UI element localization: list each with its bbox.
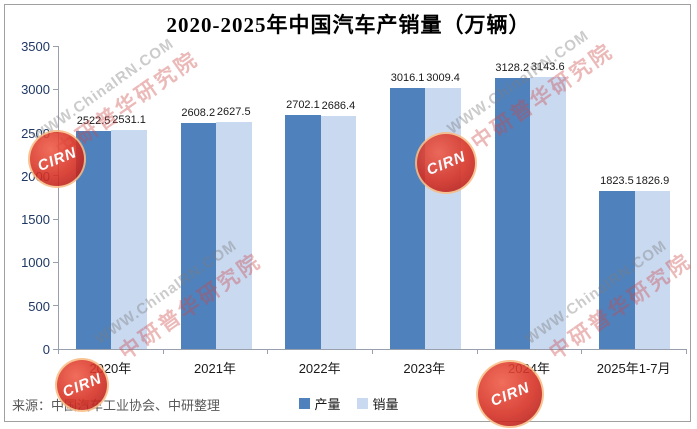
- bar-sales-3: [425, 88, 461, 349]
- legend-swatch-sales: [356, 398, 368, 409]
- y-axis-tick: [53, 218, 58, 220]
- value-label-sales-0: 2531.1: [112, 113, 146, 126]
- source-note: 来源：中国汽车工业协会、中研整理: [12, 398, 221, 413]
- y-axis-label: 2500: [21, 125, 50, 141]
- value-label-production-5: 1823.5: [600, 175, 634, 188]
- bar-production-2: [285, 115, 321, 349]
- bar-production-1: [180, 123, 216, 349]
- bar-production-4: [494, 78, 530, 349]
- x-axis-label: 2025年1-7月: [596, 361, 671, 376]
- y-axis-label: 0: [42, 342, 50, 357]
- value-label-production-3: 3016.1: [390, 71, 425, 84]
- legend-item-sales: 销量: [356, 394, 399, 413]
- x-axis-label: 2022年: [298, 361, 341, 376]
- x-axis-label: 2024年: [508, 361, 550, 376]
- plot-area: 2522.5 2531.1 2608.2 2627.5 2702.1 2686.4 3016…: [58, 46, 687, 350]
- x-axis-tick: [686, 350, 687, 354]
- x-axis-tick: [372, 350, 373, 354]
- bar-production-5: [599, 191, 635, 349]
- y-axis-tick: [53, 348, 58, 350]
- value-label-production-0: 2522.5: [76, 114, 111, 127]
- x-axis-label: 2020年: [89, 361, 132, 376]
- y-axis-tick: [53, 45, 58, 47]
- legend-item-production: 产量: [298, 394, 341, 413]
- y-axis-label: 1500: [21, 212, 50, 228]
- y-axis-tick: [53, 88, 58, 90]
- x-axis-label: 2021年: [194, 361, 236, 376]
- chart-title: 2020-2025年中国汽车产销量（万辆）: [166, 13, 531, 37]
- legend-swatch-production: [298, 398, 310, 409]
- x-axis-tick: [267, 350, 269, 354]
- y-axis-tick: [53, 261, 58, 263]
- bar-production-0: [75, 130, 112, 349]
- bar-sales-5: [634, 190, 671, 349]
- y-axis-tick: [53, 305, 58, 307]
- bar-sales-4: [530, 76, 566, 349]
- value-label-production-1: 2608.2: [181, 107, 216, 120]
- value-label-sales-3: 3009.4: [426, 72, 460, 85]
- bar-sales-1: [216, 121, 252, 349]
- legend: 产量 销量: [298, 394, 399, 413]
- x-axis-tick: [581, 350, 583, 354]
- value-label-production-2: 2702.1: [286, 99, 320, 112]
- x-axis-tick: [162, 350, 164, 354]
- legend-label-production: 产量: [314, 397, 341, 412]
- y-axis-label: 2000: [21, 168, 50, 184]
- x-axis-tick: [476, 350, 478, 354]
- y-axis-label: 3500: [21, 39, 50, 54]
- chart-frame: [4, 4, 691, 422]
- value-label-sales-4: 3143.6: [530, 60, 565, 73]
- value-label-sales-5: 1826.9: [635, 174, 670, 187]
- bar-sales-0: [111, 129, 147, 349]
- bar-production-3: [389, 87, 426, 349]
- x-axis-tick: [58, 350, 59, 354]
- x-axis-label: 2023年: [403, 361, 446, 376]
- value-label-production-4: 3128.2: [495, 62, 530, 75]
- value-label-sales-1: 2627.5: [216, 105, 251, 118]
- y-axis-label: 3000: [21, 82, 50, 98]
- value-label-sales-2: 2686.4: [321, 100, 356, 113]
- legend-label-sales: 销量: [372, 397, 399, 412]
- y-axis-label: 500: [28, 298, 50, 314]
- bar-sales-2: [320, 116, 357, 349]
- y-axis-label: 1000: [21, 255, 50, 271]
